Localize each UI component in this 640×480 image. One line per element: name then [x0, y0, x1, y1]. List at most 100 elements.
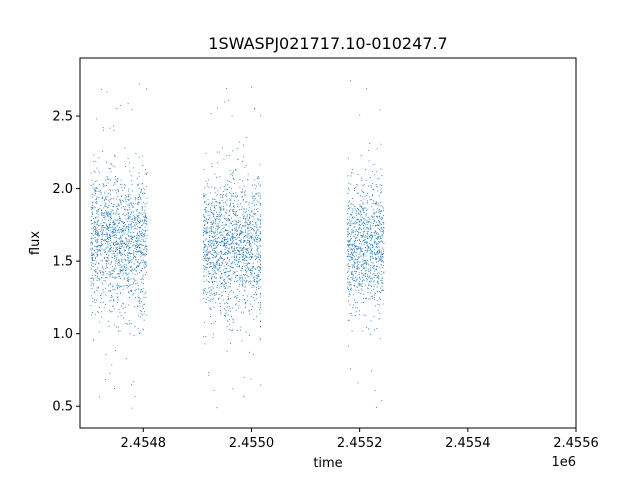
- data-point: [95, 216, 97, 218]
- data-point: [219, 241, 221, 243]
- data-point: [222, 228, 224, 229]
- data-point: [96, 202, 98, 204]
- data-point: [244, 166, 246, 168]
- data-point: [358, 232, 360, 233]
- data-point: [374, 202, 376, 204]
- data-point: [379, 297, 380, 299]
- data-point: [126, 246, 127, 248]
- data-point: [112, 231, 114, 233]
- data-point: [250, 272, 252, 274]
- data-point: [256, 239, 258, 241]
- data-point: [216, 253, 218, 255]
- data-point: [111, 311, 113, 312]
- data-point: [348, 251, 350, 252]
- data-point: [379, 337, 381, 339]
- data-point: [227, 257, 228, 258]
- data-point: [142, 252, 144, 254]
- data-point: [97, 254, 99, 256]
- data-point: [127, 208, 129, 210]
- data-point: [259, 337, 261, 339]
- data-point: [90, 248, 92, 250]
- data-point: [136, 215, 138, 217]
- data-point: [212, 237, 214, 238]
- data-point: [366, 252, 368, 254]
- data-point: [141, 270, 143, 272]
- data-point: [205, 231, 207, 233]
- data-point: [232, 170, 234, 172]
- data-point: [225, 201, 227, 203]
- data-point: [246, 208, 248, 210]
- data-point: [114, 255, 115, 257]
- data-point: [349, 282, 351, 284]
- data-point: [370, 265, 372, 267]
- data-point: [227, 240, 229, 242]
- data-point: [378, 210, 380, 212]
- data-point: [229, 286, 231, 288]
- data-point: [99, 278, 101, 280]
- data-point: [239, 254, 241, 256]
- data-point: [138, 239, 140, 241]
- data-point: [257, 281, 259, 282]
- data-point: [242, 214, 244, 216]
- data-point: [248, 242, 250, 243]
- data-point: [236, 148, 238, 150]
- data-point: [376, 244, 377, 246]
- data-point: [112, 289, 114, 290]
- data-point: [116, 192, 118, 194]
- data-point: [203, 229, 205, 231]
- data-point: [363, 259, 365, 261]
- data-point: [224, 242, 226, 244]
- data-point: [220, 196, 222, 198]
- data-point: [214, 272, 216, 274]
- data-point: [241, 253, 243, 255]
- data-point: [104, 227, 105, 229]
- data-point: [222, 191, 224, 193]
- data-point: [120, 241, 122, 243]
- data-point: [258, 192, 260, 194]
- data-point: [253, 297, 255, 299]
- data-point: [105, 213, 107, 215]
- data-point: [374, 252, 375, 254]
- data-point: [220, 251, 222, 253]
- data-point: [373, 241, 375, 243]
- data-point: [207, 221, 209, 223]
- data-point: [374, 235, 376, 236]
- data-point: [226, 302, 228, 304]
- data-point: [362, 235, 364, 237]
- data-point: [115, 244, 117, 245]
- data-point: [367, 193, 368, 195]
- data-point: [220, 257, 222, 259]
- data-point: [203, 227, 205, 229]
- data-point: [224, 243, 226, 244]
- data-point: [234, 236, 236, 238]
- data-point: [348, 254, 350, 256]
- data-point: [108, 227, 110, 229]
- data-point: [119, 270, 121, 272]
- data-point: [134, 199, 136, 201]
- data-point: [369, 249, 371, 251]
- data-point: [259, 307, 261, 309]
- data-point: [125, 237, 127, 239]
- data-point: [119, 247, 121, 249]
- data-point: [143, 254, 144, 256]
- data-point: [209, 257, 211, 259]
- data-point: [110, 163, 112, 165]
- data-point: [258, 274, 260, 276]
- data-point: [223, 241, 225, 243]
- data-point: [251, 266, 253, 268]
- data-point: [356, 184, 358, 186]
- data-point: [136, 209, 138, 210]
- data-point: [131, 284, 133, 285]
- data-point: [140, 289, 142, 291]
- data-point: [111, 230, 113, 232]
- data-point: [363, 279, 365, 281]
- data-point: [214, 294, 216, 296]
- data-point: [233, 247, 235, 249]
- data-point: [127, 231, 129, 233]
- data-point: [375, 254, 377, 256]
- data-point: [204, 224, 206, 226]
- data-point: [205, 245, 207, 246]
- data-point: [219, 151, 221, 153]
- data-point: [112, 206, 114, 208]
- data-point: [129, 215, 131, 217]
